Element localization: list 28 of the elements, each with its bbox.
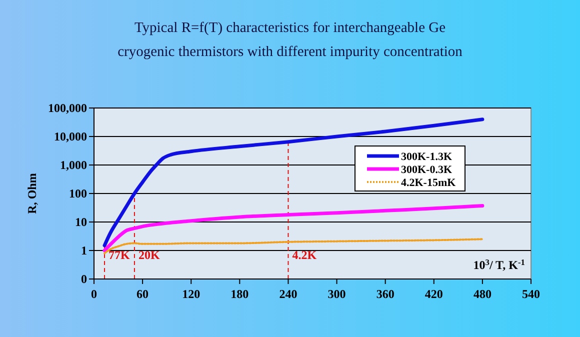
y-tick-label: 1 — [81, 244, 87, 258]
x-tick-label: 420 — [424, 287, 443, 301]
y-tick-label: 10 — [75, 215, 87, 229]
y-tick-label: 1,000 — [60, 158, 87, 172]
chart-title: Typical R=f(T) characteristics for interchangeable Ge cryogenic thermistors with different impurity concentration — [118, 20, 464, 60]
x-axis-title: 10$^{3}$/ T, K$^{-1}$ — [473, 258, 525, 272]
legend-label: 4.2K-15mK — [401, 177, 456, 189]
x-tick-label: 180 — [230, 287, 249, 301]
x-tick-label: 240 — [279, 287, 298, 301]
ref-line-label: 20K — [138, 248, 160, 262]
x-tick-label: 480 — [473, 287, 492, 301]
y-tick-label: 0 — [81, 272, 87, 286]
x-tick-label: 300 — [328, 287, 346, 301]
legend-label: 300K-0.3K — [401, 164, 452, 176]
x-tick-label: 0 — [91, 287, 97, 301]
y-tick-label: 100 — [69, 186, 87, 200]
legend-label: 300K-1.3K — [401, 151, 452, 163]
ref-line-label: 77K — [108, 248, 131, 262]
y-axis-title: R, Ohm — [25, 173, 39, 214]
line-series — [102, 118, 484, 248]
x-tick-label: 360 — [376, 287, 394, 301]
line-series — [102, 204, 484, 252]
x-tick-label: 60 — [136, 287, 149, 301]
x-tick-label: 540 — [522, 287, 540, 301]
ref-line-label: 4.2K — [292, 248, 318, 262]
y-tick-label: 100,000 — [48, 101, 87, 115]
y-tick-label: 10,000 — [54, 130, 87, 144]
x-tick-label: 120 — [182, 287, 200, 301]
